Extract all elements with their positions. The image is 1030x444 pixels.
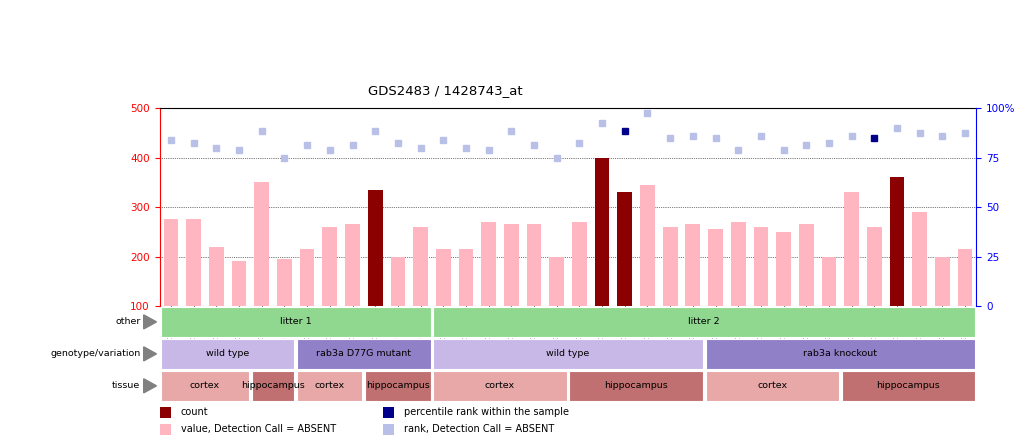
Text: hippocampus: hippocampus [241,381,305,390]
Bar [458,249,474,306]
Bar [935,257,950,306]
Bar [345,224,359,306]
Text: cortex: cortex [757,381,787,390]
Text: GDS2483 / 1428743_at: GDS2483 / 1428743_at [368,84,523,97]
Bar [640,185,655,306]
Bar [161,339,295,369]
Text: cortex: cortex [485,381,515,390]
Bar [913,212,927,306]
Text: percentile rank within the sample: percentile rank within the sample [404,408,569,417]
Bar [160,407,171,418]
Bar [709,230,723,306]
Polygon shape [143,315,157,329]
Bar [572,222,587,306]
Text: rank, Detection Call = ABSENT: rank, Detection Call = ABSENT [404,424,554,434]
Text: cortex: cortex [315,381,345,390]
Bar [382,424,394,435]
Text: other: other [115,317,140,326]
Bar [731,222,746,306]
Bar [867,227,882,306]
Bar [481,222,496,306]
Bar [161,371,249,400]
Text: rab3a knockout: rab3a knockout [803,349,878,358]
Bar [504,224,519,306]
Text: tissue: tissue [112,381,140,390]
Bar [958,249,972,306]
Bar [322,227,337,306]
Bar [754,227,768,306]
Bar [300,249,314,306]
Bar [232,262,246,306]
Text: hippocampus: hippocampus [366,381,430,390]
Bar [436,249,451,306]
Bar [366,371,431,400]
Bar [799,224,814,306]
Polygon shape [143,379,157,393]
Bar [685,224,700,306]
Bar [413,227,427,306]
Bar [617,192,632,306]
Bar [549,257,564,306]
Bar [251,371,295,400]
Bar [706,371,839,400]
Text: litter 1: litter 1 [280,317,312,326]
Text: wild type: wild type [547,349,589,358]
Text: hippocampus: hippocampus [877,381,940,390]
Text: genotype/variation: genotype/variation [50,349,140,358]
Text: count: count [181,408,208,417]
Bar [822,257,836,306]
Bar [382,407,394,418]
Bar [164,219,178,306]
Bar [890,178,904,306]
Bar [277,259,291,306]
Bar [186,219,201,306]
Bar [161,307,431,337]
Bar [160,424,171,435]
Bar [434,307,975,337]
Bar [526,224,542,306]
Bar [254,182,269,306]
Bar [368,190,382,306]
Text: hippocampus: hippocampus [605,381,668,390]
Bar [209,247,224,306]
Text: value, Detection Call = ABSENT: value, Detection Call = ABSENT [181,424,336,434]
Bar [594,158,610,306]
Bar [297,339,431,369]
Bar [390,257,405,306]
Bar [297,371,363,400]
Bar [662,227,678,306]
Text: rab3a D77G mutant: rab3a D77G mutant [316,349,411,358]
Text: wild type: wild type [206,349,249,358]
Bar [777,232,791,306]
Bar [706,339,975,369]
Text: cortex: cortex [190,381,220,390]
Bar [434,371,566,400]
Bar [842,371,975,400]
Polygon shape [143,347,157,361]
Text: litter 2: litter 2 [688,317,720,326]
Bar [570,371,702,400]
Bar [434,339,702,369]
Bar [845,192,859,306]
